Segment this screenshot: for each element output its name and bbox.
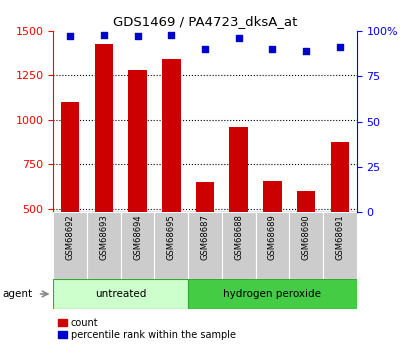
Bar: [195, 182, 214, 212]
Bar: [87, 212, 120, 279]
Text: GSM68691: GSM68691: [335, 214, 344, 260]
Point: [235, 36, 241, 41]
Bar: [221, 212, 255, 279]
Bar: [128, 70, 146, 212]
Bar: [61, 102, 79, 212]
Point: [168, 32, 174, 38]
Text: GSM68695: GSM68695: [166, 214, 175, 260]
Bar: [322, 212, 356, 279]
Text: agent: agent: [2, 289, 32, 299]
Point: [302, 48, 309, 54]
Bar: [53, 212, 87, 279]
Bar: [330, 142, 348, 212]
Bar: [229, 127, 247, 212]
Point: [336, 45, 342, 50]
Bar: [188, 279, 356, 309]
Bar: [255, 212, 289, 279]
Text: GSM68692: GSM68692: [65, 214, 74, 260]
Bar: [154, 212, 188, 279]
Text: GSM68693: GSM68693: [99, 214, 108, 260]
Text: GSM68688: GSM68688: [234, 214, 243, 260]
Text: hydrogen peroxide: hydrogen peroxide: [223, 289, 321, 299]
Text: GSM68687: GSM68687: [200, 214, 209, 260]
Title: GDS1469 / PA4723_dksA_at: GDS1469 / PA4723_dksA_at: [112, 16, 297, 29]
Legend: count, percentile rank within the sample: count, percentile rank within the sample: [58, 318, 235, 340]
Text: untreated: untreated: [95, 289, 146, 299]
Text: GSM68690: GSM68690: [301, 214, 310, 260]
Point: [100, 32, 107, 38]
Point: [67, 34, 73, 39]
Point: [201, 47, 208, 52]
Bar: [94, 45, 113, 212]
Bar: [162, 59, 180, 212]
Text: GSM68694: GSM68694: [133, 214, 142, 260]
Bar: [53, 279, 188, 309]
Bar: [188, 212, 221, 279]
Bar: [120, 212, 154, 279]
Point: [134, 34, 141, 39]
Bar: [263, 181, 281, 212]
Point: [268, 47, 275, 52]
Bar: [296, 191, 315, 212]
Bar: [289, 212, 322, 279]
Text: GSM68689: GSM68689: [267, 214, 276, 260]
